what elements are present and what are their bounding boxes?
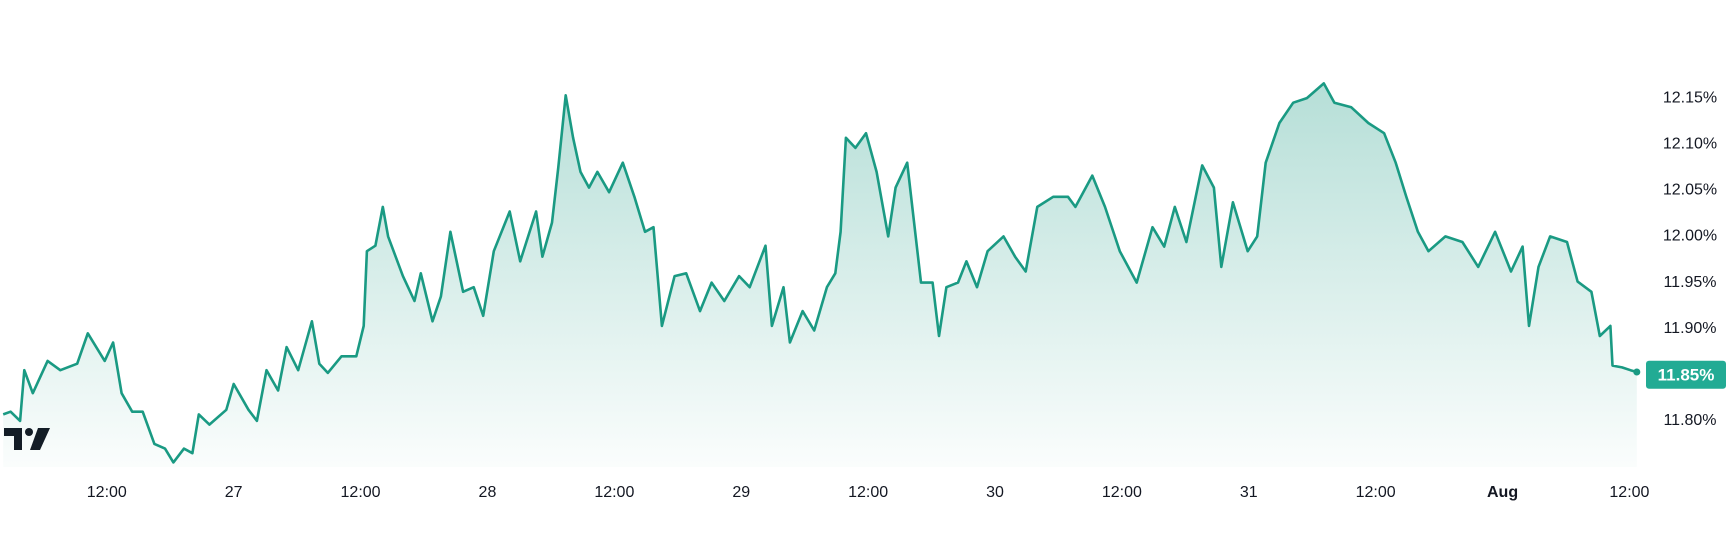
y-tick-label: 11.90% — [1663, 320, 1716, 337]
x-tick-label: Aug — [1487, 484, 1518, 501]
x-tick-label: 28 — [479, 484, 497, 501]
y-tick-label: 11.95% — [1663, 274, 1716, 291]
area-fill — [3, 83, 1637, 468]
x-tick-label: 29 — [732, 484, 750, 501]
x-tick-label: 12:00 — [594, 484, 634, 501]
line — [2, 82, 1638, 464]
x-tick-label: 12:00 — [1102, 484, 1142, 501]
last-point — [1633, 368, 1641, 376]
y-tick-label: 12.10% — [1663, 135, 1717, 152]
x-tick-label: 31 — [1240, 484, 1258, 501]
x-tick-label: 12:00 — [87, 484, 127, 501]
y-tick-label: 12.15% — [1663, 89, 1717, 106]
y-tick-label: 12.05% — [1663, 182, 1717, 199]
x-tick-label: 30 — [986, 484, 1004, 501]
last-value-label: 11.85% — [1658, 365, 1715, 384]
y-tick-label: 11.80% — [1663, 412, 1716, 429]
x-tick-label: 12:00 — [1356, 484, 1396, 501]
last-value-badge — [1646, 360, 1726, 389]
x-tick-label: 12:00 — [848, 484, 888, 501]
x-tick-label: 12:00 — [1609, 484, 1649, 501]
y-tick-label: 12.00% — [1663, 228, 1717, 245]
x-tick-label: 27 — [225, 484, 243, 501]
x-tick-label: 12:00 — [341, 484, 381, 501]
